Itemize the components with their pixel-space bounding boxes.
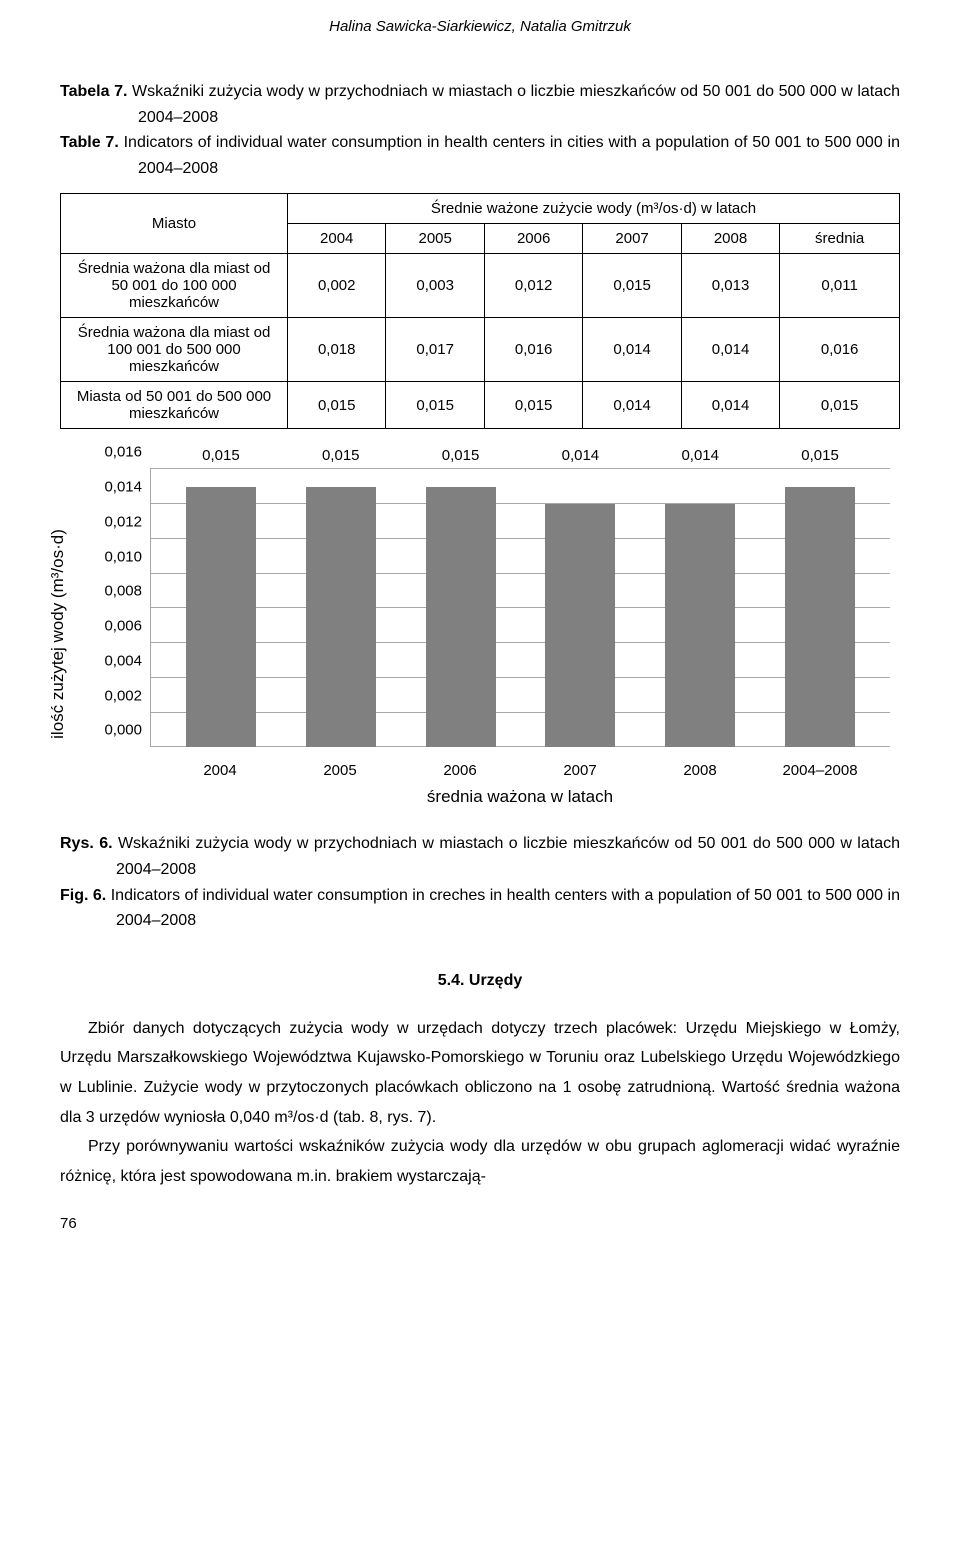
table-caption-pl: Wskaźniki zużycia wody w przychodniach w… <box>132 83 900 126</box>
table-corner: Miasto <box>61 194 288 254</box>
col-2006: 2006 <box>484 224 582 254</box>
x-tick: 2006 <box>400 762 520 779</box>
bar <box>186 487 256 748</box>
table-caption: Tabela 7. Wskaźniki zużycia wody w przyc… <box>60 79 900 181</box>
cell: 0,015 <box>288 382 386 429</box>
cell: 0,012 <box>484 254 582 318</box>
col-2004: 2004 <box>288 224 386 254</box>
y-tick: 0,006 <box>88 618 142 635</box>
x-tick: 2008 <box>640 762 760 779</box>
row-label: Średnia ważona dla miast od 100 001 do 5… <box>61 318 288 382</box>
bar-value-label: 0,014 <box>562 447 600 500</box>
bar-column: 0,015 <box>401 469 521 747</box>
cell: 0,014 <box>681 318 779 382</box>
page-number: 76 <box>60 1215 900 1232</box>
cell: 0,015 <box>780 382 900 429</box>
cell: 0,014 <box>583 318 681 382</box>
y-tick: 0,014 <box>88 479 142 496</box>
cell: 0,015 <box>386 382 484 429</box>
bar-value-label: 0,014 <box>681 447 719 500</box>
row-label: Średnia ważona dla miast od 50 001 do 10… <box>61 254 288 318</box>
y-tick: 0,004 <box>88 652 142 669</box>
bar-value-label: 0,015 <box>202 447 240 482</box>
figure-caption-en: Indicators of individual water consumpti… <box>111 887 900 930</box>
bar-chart: ilość zużytej wody (m³/os·d) 0,0000,0020… <box>70 469 890 799</box>
table-caption-en: Indicators of individual water consumpti… <box>124 134 900 177</box>
cell: 0,016 <box>484 318 582 382</box>
bar-value-label: 0,015 <box>442 447 480 482</box>
bar <box>426 487 496 748</box>
cell: 0,015 <box>484 382 582 429</box>
cell: 0,015 <box>583 254 681 318</box>
section-title: 5.4. Urzędy <box>60 972 900 990</box>
data-table: Miasto Średnie ważone zużycie wody (m³/o… <box>60 193 900 429</box>
paragraph: Przy porównywaniu wartości wskaźników zu… <box>60 1132 900 1191</box>
row-label: Miasta od 50 001 do 500 000 mieszkańców <box>61 382 288 429</box>
table-row: Średnia ważona dla miast od 100 001 do 5… <box>61 318 900 382</box>
cell: 0,014 <box>681 382 779 429</box>
y-tick: 0,008 <box>88 583 142 600</box>
bar <box>785 487 855 748</box>
bar-value-label: 0,015 <box>801 447 839 482</box>
y-axis-label: ilość zużytej wody (m³/os·d) <box>48 530 68 740</box>
bar-column: 0,015 <box>760 469 880 747</box>
figure-caption: Rys. 6. Wskaźniki zużycia wody w przycho… <box>60 831 900 933</box>
bar-value-label: 0,015 <box>322 447 360 482</box>
y-tick: 0,000 <box>88 722 142 739</box>
figure-label-en: Fig. 6. <box>60 887 106 904</box>
y-tick: 0,002 <box>88 687 142 704</box>
col-2007: 2007 <box>583 224 681 254</box>
body-text: Zbiór danych dotyczących zużycia wody w … <box>60 1014 900 1192</box>
figure-label-pl: Rys. 6. <box>60 835 113 852</box>
col-mean: średnia <box>780 224 900 254</box>
cell: 0,013 <box>681 254 779 318</box>
x-axis-label: średnia ważona w latach <box>150 787 890 807</box>
cell: 0,003 <box>386 254 484 318</box>
cell: 0,011 <box>780 254 900 318</box>
bar <box>306 487 376 748</box>
y-tick: 0,016 <box>88 444 142 461</box>
table-label-en: Table 7. <box>60 134 119 151</box>
cell: 0,017 <box>386 318 484 382</box>
bar-column: 0,014 <box>520 469 640 747</box>
table-superheader: Średnie ważone zużycie wody (m³/os·d) w … <box>288 194 900 224</box>
y-tick: 0,010 <box>88 548 142 565</box>
figure-caption-pl: Wskaźniki zużycia wody w przychodniach w… <box>116 835 900 878</box>
x-tick: 2004 <box>160 762 280 779</box>
bar <box>665 504 735 747</box>
bar-column: 0,015 <box>161 469 281 747</box>
table-label-pl: Tabela 7. <box>60 83 127 100</box>
paragraph: Zbiór danych dotyczących zużycia wody w … <box>60 1014 900 1132</box>
x-tick: 2005 <box>280 762 400 779</box>
running-header: Halina Sawicka-Siarkiewicz, Natalia Gmit… <box>60 18 900 35</box>
x-tick: 2007 <box>520 762 640 779</box>
cell: 0,018 <box>288 318 386 382</box>
x-tick: 2004–2008 <box>760 762 880 779</box>
col-2005: 2005 <box>386 224 484 254</box>
bar-column: 0,015 <box>281 469 401 747</box>
cell: 0,014 <box>583 382 681 429</box>
cell: 0,016 <box>780 318 900 382</box>
page: Halina Sawicka-Siarkiewicz, Natalia Gmit… <box>0 0 960 1260</box>
bar-column: 0,014 <box>640 469 760 747</box>
table-row: Średnia ważona dla miast od 50 001 do 10… <box>61 254 900 318</box>
bar <box>545 504 615 747</box>
cell: 0,002 <box>288 254 386 318</box>
col-2008: 2008 <box>681 224 779 254</box>
table-row: Miasta od 50 001 do 500 000 mieszkańców … <box>61 382 900 429</box>
y-tick: 0,012 <box>88 513 142 530</box>
